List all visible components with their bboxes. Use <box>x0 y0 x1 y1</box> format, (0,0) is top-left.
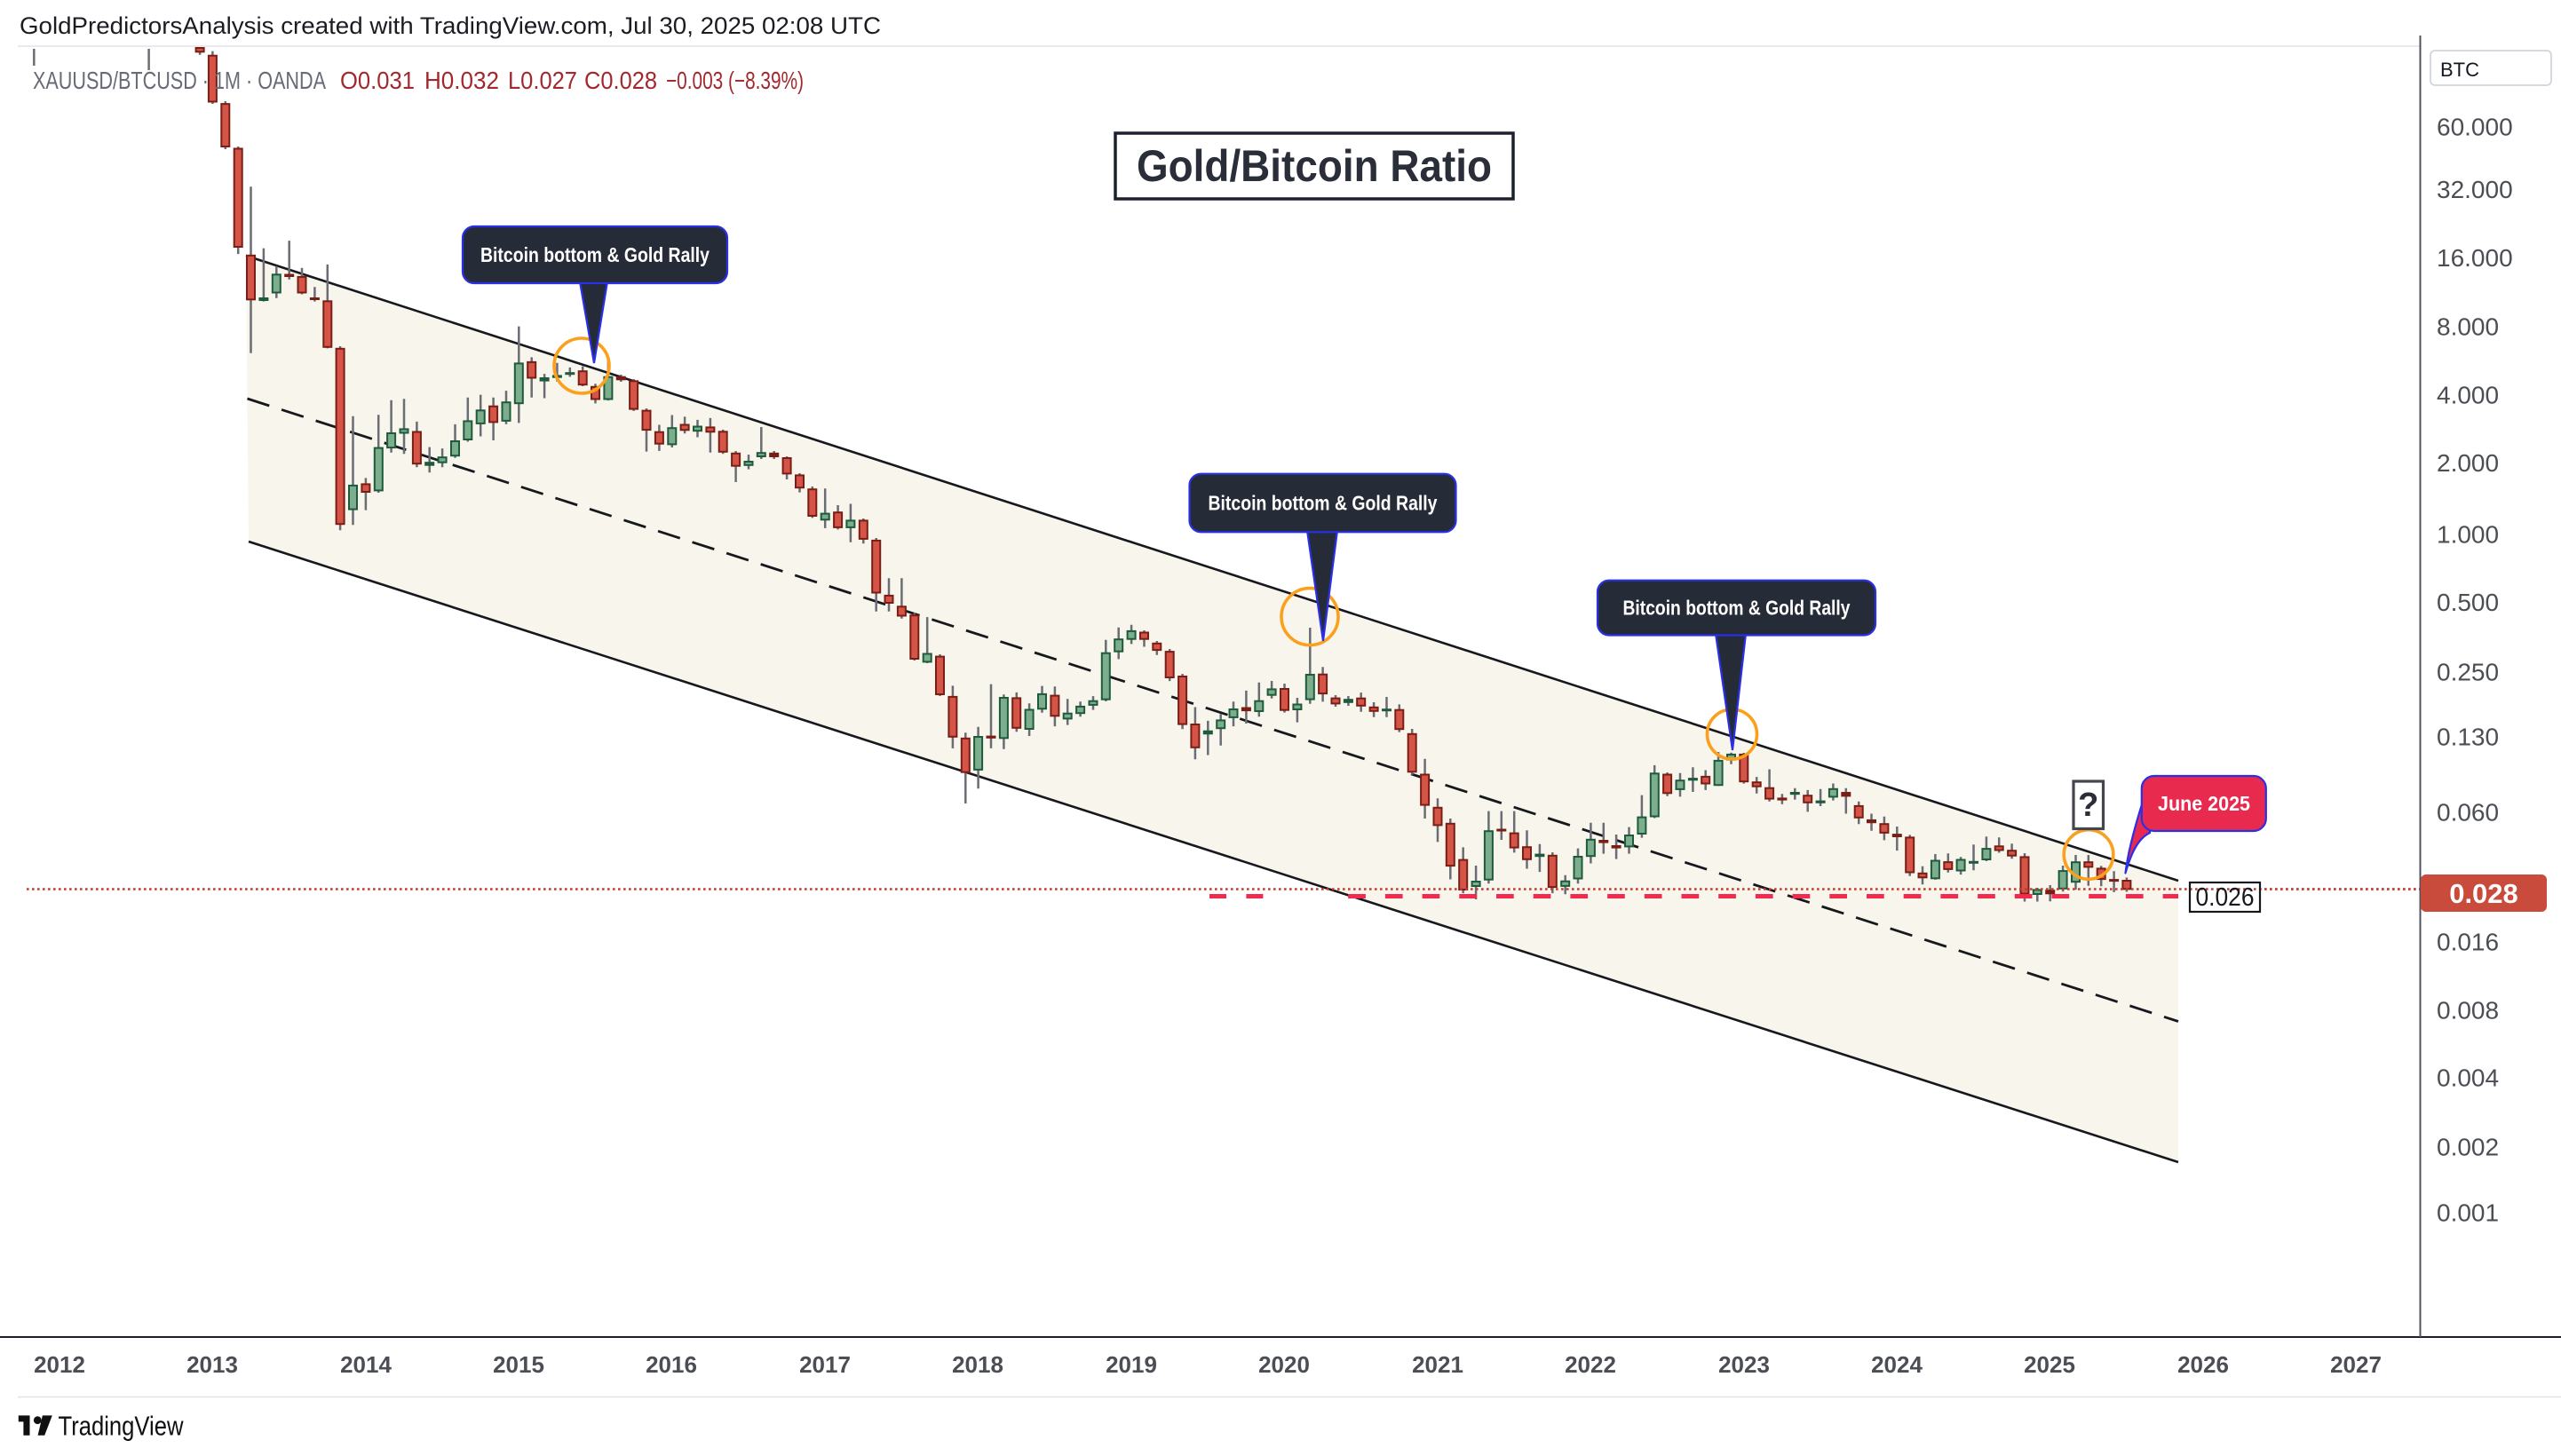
svg-text:O0.031: O0.031 <box>340 67 415 94</box>
svg-text:GoldPredictorsAnalysis created: GoldPredictorsAnalysis created with Trad… <box>20 12 881 39</box>
svg-text:BTC: BTC <box>2440 59 2479 81</box>
svg-text:16.000: 16.000 <box>2437 244 2513 272</box>
svg-text:0.130: 0.130 <box>2437 724 2499 751</box>
svg-text:Bitcoin bottom & Gold Rally: Bitcoin bottom & Gold Rally <box>480 243 710 266</box>
svg-text:XAUUSD/BTCUSD · 1M · OANDA: XAUUSD/BTCUSD · 1M · OANDA <box>33 67 327 94</box>
svg-text:0.008: 0.008 <box>2437 997 2499 1025</box>
svg-text:Bitcoin bottom & Gold Rally: Bitcoin bottom & Gold Rally <box>1209 492 1438 515</box>
svg-text:32.000: 32.000 <box>2437 176 2513 203</box>
svg-text:2016: 2016 <box>646 1351 697 1378</box>
svg-text:L0.027: L0.027 <box>508 67 577 94</box>
svg-text:0.002: 0.002 <box>2437 1134 2499 1161</box>
svg-text:2012: 2012 <box>34 1351 85 1378</box>
svg-text:4.000: 4.000 <box>2437 382 2499 409</box>
svg-text:H0.032: H0.032 <box>424 67 499 94</box>
svg-text:Bitcoin bottom & Gold Rally: Bitcoin bottom & Gold Rally <box>1623 597 1851 620</box>
svg-text:0.016: 0.016 <box>2437 929 2499 956</box>
svg-text:2024: 2024 <box>1871 1351 1923 1378</box>
svg-text:Gold/Bitcoin Ratio: Gold/Bitcoin Ratio <box>1137 141 1492 191</box>
svg-text:2023: 2023 <box>1718 1351 1770 1378</box>
svg-text:0.001: 0.001 <box>2437 1199 2499 1227</box>
svg-text:June 2025: June 2025 <box>2158 792 2250 815</box>
svg-text:2022: 2022 <box>1565 1351 1616 1378</box>
svg-text:0.500: 0.500 <box>2437 589 2499 616</box>
svg-text:2019: 2019 <box>1106 1351 1157 1378</box>
svg-text:2015: 2015 <box>493 1351 544 1378</box>
svg-text:2014: 2014 <box>340 1351 392 1378</box>
svg-text:TradingView: TradingView <box>59 1411 185 1442</box>
svg-text:−0.003 (−8.39%): −0.003 (−8.39%) <box>666 67 804 94</box>
svg-text:C0.028: C0.028 <box>584 67 657 94</box>
svg-text:2021: 2021 <box>1412 1351 1463 1378</box>
svg-text:2017: 2017 <box>799 1351 851 1378</box>
svg-text:0.250: 0.250 <box>2437 659 2499 686</box>
svg-text:2018: 2018 <box>952 1351 1003 1378</box>
svg-text:2.000: 2.000 <box>2437 449 2499 477</box>
svg-text:2027: 2027 <box>2330 1351 2382 1378</box>
svg-text:?: ? <box>2078 787 2098 824</box>
svg-text:60.000: 60.000 <box>2437 114 2513 141</box>
svg-text:1.000: 1.000 <box>2437 521 2499 549</box>
svg-text:2020: 2020 <box>1258 1351 1310 1378</box>
svg-text:2025: 2025 <box>2024 1351 2075 1378</box>
svg-text:2013: 2013 <box>186 1351 238 1378</box>
svg-text:2026: 2026 <box>2177 1351 2229 1378</box>
svg-text:8.000: 8.000 <box>2437 313 2499 341</box>
svg-text:0.060: 0.060 <box>2437 799 2499 827</box>
svg-text:0.026: 0.026 <box>2196 883 2255 912</box>
svg-text:0.004: 0.004 <box>2437 1064 2499 1092</box>
svg-text:0.028: 0.028 <box>2449 878 2518 909</box>
